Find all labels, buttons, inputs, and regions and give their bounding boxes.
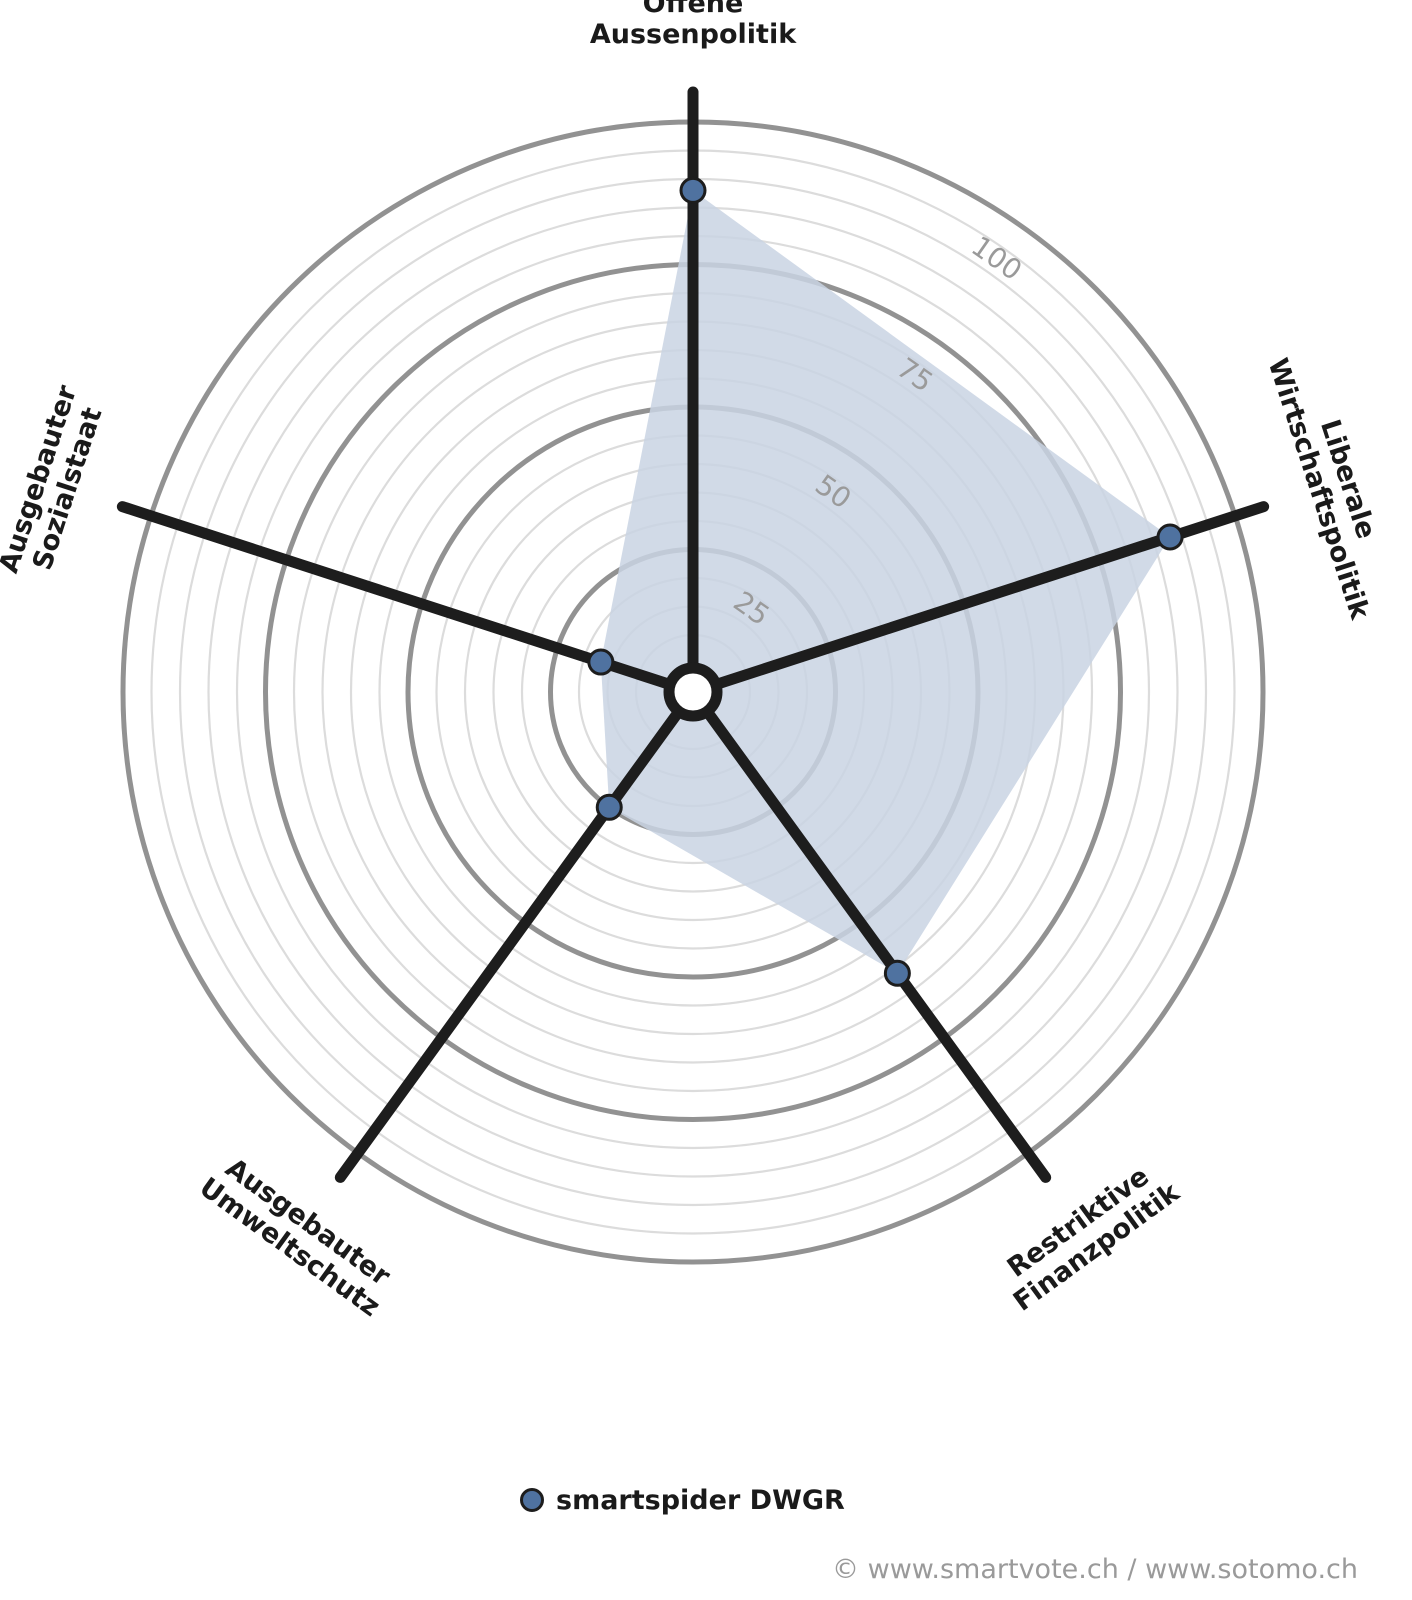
center-hub xyxy=(663,662,723,722)
legend: smartspider DWGR xyxy=(520,1480,845,1520)
series-area-smartspider-dwgr xyxy=(600,190,1170,974)
axis-spoke-umwelt xyxy=(334,686,699,1183)
series-points xyxy=(587,176,1184,987)
legend-marker-icon xyxy=(520,1488,544,1512)
data-point-sozial xyxy=(587,648,615,676)
data-point-umwelt xyxy=(595,793,623,821)
axis-label-line: Aussenpolitik xyxy=(590,19,797,50)
axis-spoke-finanz xyxy=(687,686,1052,1183)
axis-label-line: Offene xyxy=(643,0,744,19)
data-point-finanz xyxy=(883,959,911,987)
data-point-wirtschaft xyxy=(1156,523,1184,551)
data-point-aussen xyxy=(679,176,707,204)
legend-label: smartspider DWGR xyxy=(556,1484,845,1516)
copyright-notice: © www.smartvote.ch / www.sotomo.ch xyxy=(832,1554,1358,1585)
